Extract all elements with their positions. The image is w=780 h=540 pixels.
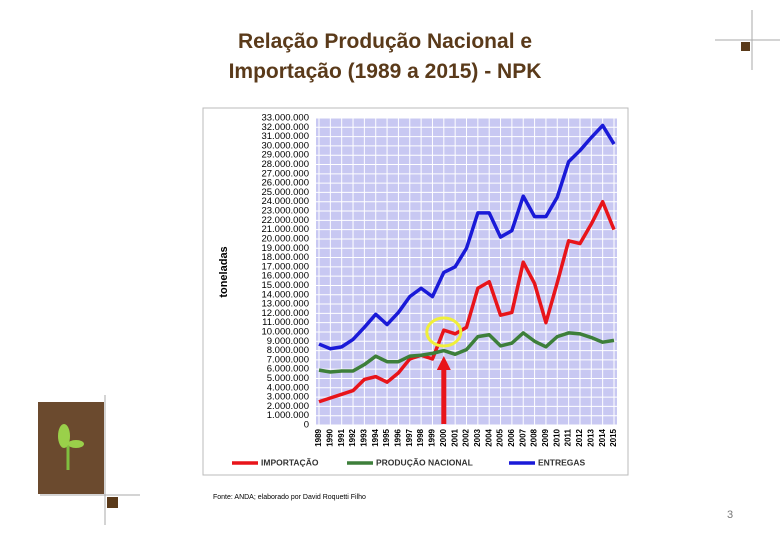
x-tick-label: 2003 bbox=[473, 428, 482, 446]
y-tick-label: 15.000.000 bbox=[261, 280, 309, 291]
y-tick-label: 26.000.000 bbox=[261, 178, 309, 189]
y-tick-label: 2.000.000 bbox=[267, 401, 309, 412]
y-tick-label: 6.000.000 bbox=[267, 364, 309, 375]
y-tick-label: 11.000.000 bbox=[262, 317, 309, 328]
y-tick-label: 3.000.000 bbox=[267, 392, 309, 403]
x-tick-label: 2006 bbox=[507, 428, 516, 446]
y-tick-label: 7.000.000 bbox=[267, 354, 309, 365]
arrow-head bbox=[436, 356, 451, 370]
corner-square bbox=[107, 497, 118, 508]
source: Fonte: ANDA; elaborado por David Roquett… bbox=[213, 494, 366, 501]
y-tick-label: 4.000.000 bbox=[267, 382, 309, 393]
y-tick-label: 29.000.000 bbox=[261, 150, 309, 161]
y-tick-label: 23.000.000 bbox=[261, 206, 309, 217]
y-tick-label: 30.000.000 bbox=[261, 140, 309, 151]
y-tick-label: 22.000.000 bbox=[261, 215, 309, 226]
x-tick-label: 2011 bbox=[564, 428, 573, 446]
legend-label: ENTREGAS bbox=[538, 457, 586, 467]
y-tick-label: 13.000.000 bbox=[261, 299, 309, 310]
y-tick-label: 14.000.000 bbox=[261, 289, 309, 300]
page-number: 3 bbox=[727, 509, 733, 521]
y-tick-label: 20.000.000 bbox=[261, 233, 309, 244]
y-tick-label: 31.000.000 bbox=[261, 131, 309, 142]
x-tick-label: 2012 bbox=[575, 428, 584, 446]
x-tick-label: 1992 bbox=[348, 428, 357, 446]
x-tick-label: 1995 bbox=[382, 428, 391, 446]
x-tick-label: 2007 bbox=[518, 428, 527, 446]
highlight-circle bbox=[425, 316, 463, 348]
x-tick-label: 1998 bbox=[416, 428, 425, 446]
legend-label: PRODUÇÃO NACIONAL bbox=[376, 457, 473, 467]
x-tick-label: 1999 bbox=[428, 428, 437, 446]
y-tick-label: 25.000.000 bbox=[261, 187, 309, 198]
y-tick-label: 33.000.000 bbox=[261, 113, 309, 124]
x-tick-label: 2001 bbox=[450, 428, 459, 446]
y-tick-label: 9.000.000 bbox=[267, 336, 309, 347]
arrow-shaft bbox=[441, 368, 447, 424]
x-tick-label: 2005 bbox=[496, 428, 505, 446]
y-tick-label: 18.000.000 bbox=[261, 252, 309, 263]
x-tick-label: 2004 bbox=[484, 428, 493, 446]
y-tick-label: 21.000.000 bbox=[261, 224, 309, 235]
x-tick-label: 2015 bbox=[609, 428, 618, 446]
x-tick-label: 2008 bbox=[530, 428, 539, 446]
slide-title: Relação Produção Nacional e Importação (1… bbox=[229, 30, 542, 83]
y-tick-label: 8.000.000 bbox=[267, 345, 309, 356]
x-tick-label: 1994 bbox=[371, 428, 380, 446]
legend-label: IMPORTAÇÃO bbox=[261, 457, 319, 467]
series-line bbox=[318, 123, 616, 351]
y-tick-label: 19.000.000 bbox=[261, 243, 309, 254]
y-tick-label: 28.000.000 bbox=[261, 159, 309, 170]
plant-leaf bbox=[58, 424, 70, 448]
y-tick-label: 27.000.000 bbox=[261, 168, 309, 179]
y-tick-label: 1.000.000 bbox=[267, 410, 309, 421]
y-tick-label: 17.000.000 bbox=[261, 261, 309, 272]
x-tick-label: 1997 bbox=[405, 428, 414, 446]
y-axis-label: toneladas bbox=[218, 246, 230, 297]
plant-leaf bbox=[68, 440, 84, 448]
x-tick-label: 2014 bbox=[598, 428, 607, 446]
y-tick-label: 5.000.000 bbox=[267, 373, 309, 384]
x-tick-label: 2000 bbox=[439, 428, 448, 446]
x-tick-label: 1993 bbox=[359, 428, 368, 446]
corner-square bbox=[741, 42, 750, 51]
y-tick-label: 10.000.000 bbox=[261, 326, 309, 337]
x-tick-label: 2013 bbox=[586, 428, 595, 446]
x-tick-label: 1996 bbox=[394, 428, 403, 446]
series-line bbox=[318, 331, 615, 374]
x-tick-label: 2010 bbox=[552, 428, 561, 446]
y-tick-label: 24.000.000 bbox=[261, 196, 309, 207]
y-tick-label: 12.000.000 bbox=[261, 308, 309, 319]
x-tick-label: 2009 bbox=[541, 428, 550, 446]
y-tick-label: 32.000.000 bbox=[261, 122, 309, 133]
series-line bbox=[318, 199, 616, 404]
x-tick-label: 1990 bbox=[325, 428, 334, 446]
x-tick-label: 1991 bbox=[337, 428, 346, 446]
y-tick-label: 0 bbox=[304, 420, 309, 431]
x-tick-label: 2002 bbox=[462, 428, 471, 446]
plant-photo bbox=[38, 402, 104, 494]
y-tick-label: 16.000.000 bbox=[261, 271, 309, 282]
x-tick-label: 1989 bbox=[314, 428, 323, 446]
